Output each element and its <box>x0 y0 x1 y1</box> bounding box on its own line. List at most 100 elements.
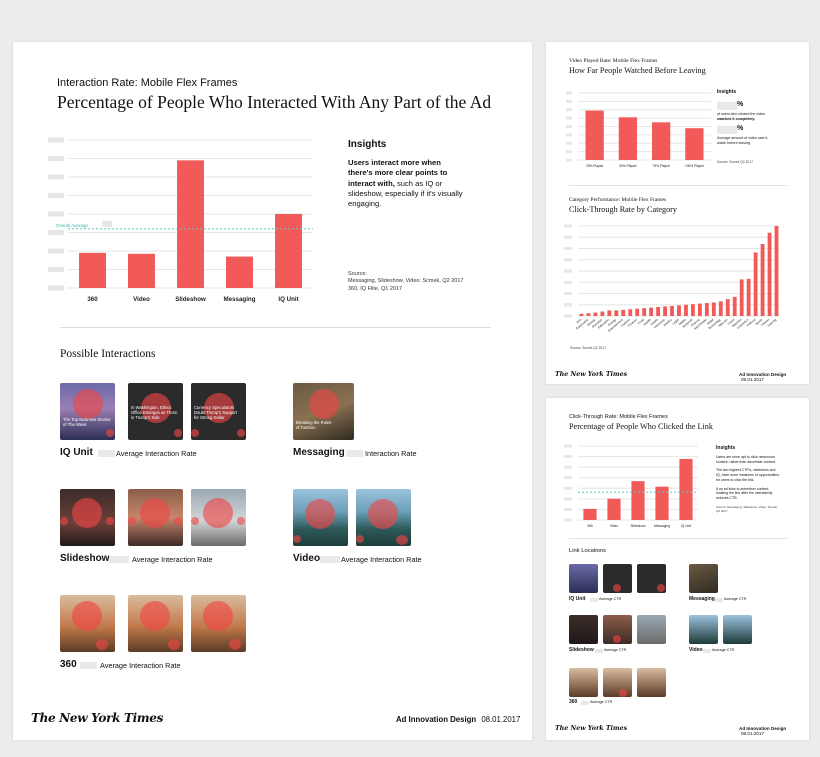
ctr-360-label: 360 <box>569 699 578 705</box>
ctr-iq-placeholder <box>590 598 598 602</box>
bar-360 <box>79 252 106 288</box>
main-footer: Ad Innovation Design 08.01.2017 <box>396 715 520 724</box>
ctr-iq-thumb-3 <box>637 564 666 593</box>
x-tick-label: Pharma <box>690 317 701 327</box>
bar-iq-unit <box>679 458 693 520</box>
x-tick-label: 75% Played <box>653 164 670 168</box>
bar-retail <box>711 302 716 316</box>
ctr-iq-thumb-2 <box>603 564 632 593</box>
ctr-category-title: Click-Through Rate by Category <box>569 205 678 214</box>
messaging-label: Messaging <box>293 447 345 458</box>
bar-cosmetics <box>746 278 751 316</box>
ctr-messaging-label: Messaging <box>689 596 715 602</box>
y-tick-placeholder <box>566 99 572 103</box>
bar-watches <box>739 279 744 316</box>
bar-25-played <box>585 110 604 160</box>
video-chart: 25% Played 50% Played 75% Played 100% Playe… <box>566 91 711 168</box>
ctr-slideshow-label: Slideshow <box>569 647 594 653</box>
overall-average-value-placeholder <box>102 220 112 227</box>
x-tick-label: 50% Played <box>619 164 636 168</box>
x-tick-label: Legal <box>671 317 679 325</box>
y-tick-placeholder <box>564 486 572 490</box>
y-tick-placeholder <box>566 133 572 137</box>
bar-food <box>642 308 647 316</box>
ctr-360-thumb-3 <box>637 668 666 697</box>
bar-legal <box>677 305 681 316</box>
x-tick-label: Hotels <box>650 317 659 326</box>
bottom-right-footer-bold: Ad Innovation Design <box>739 726 787 731</box>
video-label: Video <box>293 553 321 564</box>
x-tick-label: Nonprofit <box>682 318 694 329</box>
nyt-logo: The New York Times <box>31 711 164 725</box>
x-tick-label: Slideshow <box>175 296 206 303</box>
ctr-chart: 360 Video Slideshow Messaging IQ Unit <box>564 444 698 528</box>
video-rate-placeholder <box>320 556 340 563</box>
y-tick-placeholder <box>566 108 572 112</box>
bar-fashion <box>628 309 633 316</box>
ctr-iq-thumb-1 <box>569 564 598 593</box>
ctr-category-kicker: Category Performance: Mobile Flex Frames <box>569 197 667 203</box>
ctr-insight-p3: If an ad links to advertiser content, lo… <box>716 486 773 501</box>
video-kicker: Video Played Rate: Mobile Flex Frames <box>569 58 658 64</box>
bar-nonprofit <box>691 304 695 316</box>
bar-energy <box>614 310 619 316</box>
bar-jewelry <box>670 305 674 316</box>
360-caption: Average Interaction Rate <box>100 661 181 670</box>
bar-health <box>649 307 654 316</box>
main-slide: Interaction Rate: Mobile Flex Frames Per… <box>13 42 532 740</box>
video-pct1-text-bold: watched it completely. <box>717 116 756 121</box>
y-tick-placeholder <box>564 444 572 448</box>
y-tick-placeholder <box>564 269 572 273</box>
bar-hotels <box>656 307 661 316</box>
top-right-footer-date: 08.01.2017 <box>741 377 764 382</box>
link-locations-heading: Link Locations <box>569 548 607 554</box>
ctr-360-caption: Average CTR <box>590 700 613 704</box>
main-source: Source: Messaging, Slideshow, Video: Scm… <box>348 271 463 293</box>
bottom-right-footer: Ad Innovation Design 08.01.2017 <box>739 726 809 736</box>
y-tick-placeholder <box>564 224 572 228</box>
x-tick-label: Beauty <box>586 317 596 326</box>
bottom-right-footer-date: 08.01.2017 <box>741 731 764 736</box>
x-tick-label: Business <box>591 317 603 328</box>
360-thumb-1 <box>60 595 115 652</box>
ctr-iq-caption: Average CTR <box>599 597 622 601</box>
messaging-thumb: Breaking the Rules of Fashion <box>293 383 354 440</box>
video-caption: Average Interaction Rate <box>341 555 422 564</box>
x-tick-label: Media <box>678 317 687 326</box>
video-thumb-1 <box>293 489 348 546</box>
bar-telecom <box>725 299 730 316</box>
x-tick-label: Arts <box>575 317 582 324</box>
y-tick-placeholder <box>564 292 572 295</box>
ctr-iq-label: IQ Unit <box>569 596 586 602</box>
ctr-video-label: Video <box>689 647 703 653</box>
ctr-slideshow-thumb-3 <box>637 615 666 644</box>
ctr-360-placeholder <box>581 701 589 705</box>
x-tick-label: Slideshow <box>630 524 646 528</box>
y-tick-placeholder <box>564 314 572 318</box>
top-right-footer-bold: Ad Innovation Design <box>739 372 787 377</box>
iq-rate-placeholder <box>98 450 115 457</box>
x-tick-label: Food <box>637 317 645 325</box>
main-source-text2: 360, IQ Flite, Q1 2017 <box>348 285 403 292</box>
main-footer-bold: Ad Innovation Design <box>396 715 477 724</box>
ctr-360-thumb-2 <box>603 668 632 697</box>
main-source-text: Messaging, Slideshow, Video: Scmek, Q2 2… <box>348 278 464 285</box>
bar-technology <box>718 301 723 316</box>
main-insights-rest: such as IQ or slideshow, especially if i… <box>348 178 463 209</box>
video-title: How Far People Watched Before Leaving <box>569 66 706 75</box>
x-tick-label: Spirits <box>754 317 763 326</box>
nyt-logo-top-right: The New York Times <box>555 371 628 378</box>
x-tick-label: Telecom <box>717 317 729 328</box>
x-tick-label: Finance <box>627 317 638 327</box>
interaction-chart: 360 Video Slideshow Messaging IQ Unit Overall… <box>48 137 313 303</box>
video-pct1: % <box>737 101 744 108</box>
x-tick-label: 25% Played <box>586 164 603 168</box>
y-tick-placeholder <box>564 507 572 511</box>
video-source: Source: Scmek Q2 2017 <box>717 160 753 164</box>
bar-entertainment <box>621 309 626 316</box>
slideshow-caption: Average Interaction Rate <box>132 555 213 564</box>
main-title: Percentage of People Who Interacted With… <box>57 92 492 112</box>
bar-100-played <box>685 128 704 160</box>
iq-thumb-1: The Top Business Stories of The Week <box>60 383 115 440</box>
x-tick-label: Health <box>643 317 652 326</box>
